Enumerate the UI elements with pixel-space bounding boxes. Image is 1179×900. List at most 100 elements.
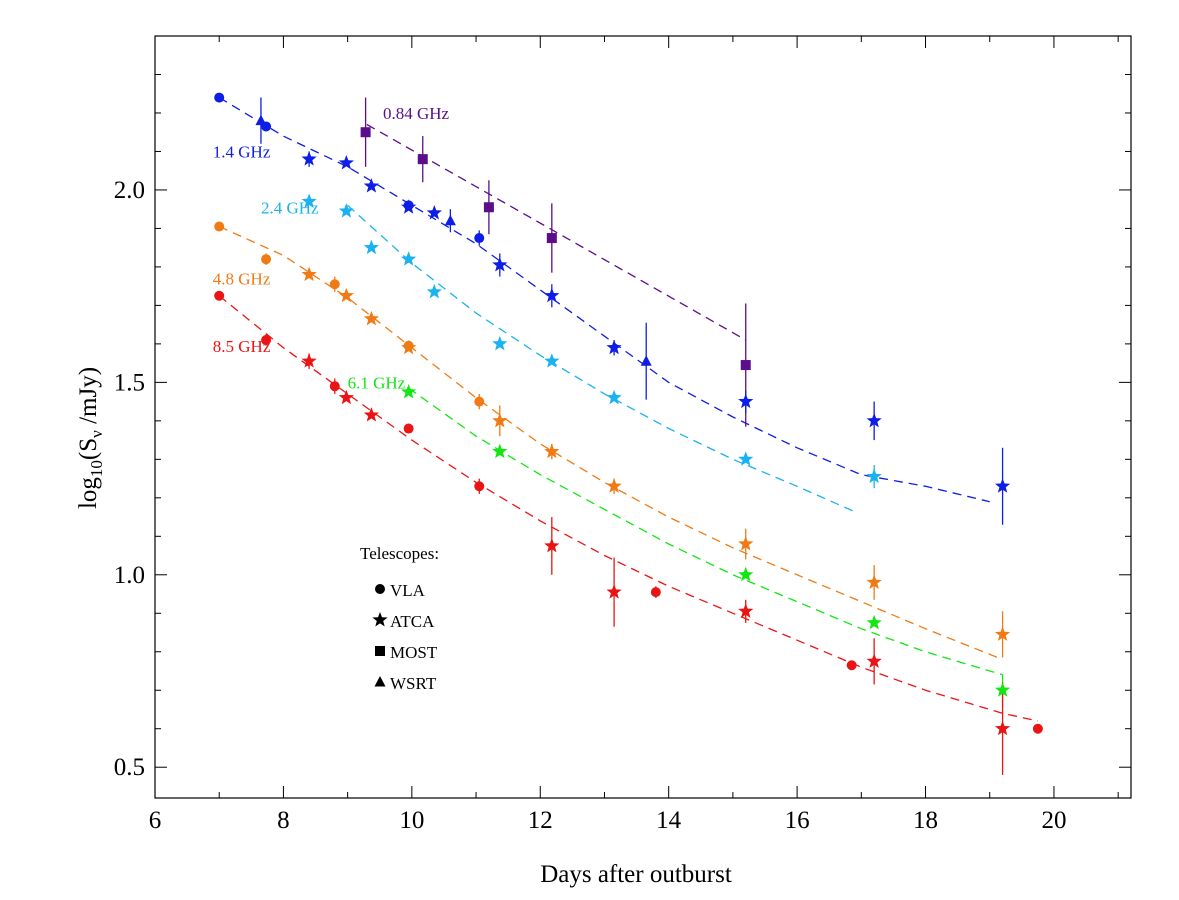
data-point-2-4-ghz	[606, 389, 622, 405]
fit-lines	[218, 97, 1039, 722]
legend-marker-star	[372, 612, 388, 627]
data-point-6-1-ghz	[866, 614, 882, 630]
x-tick-label: 18	[913, 807, 938, 834]
data-point-0-84-ghz	[740, 360, 751, 371]
data-point-1-4-ghz	[544, 287, 560, 303]
data-point-4-8-ghz	[261, 254, 272, 265]
y-axis-title: log10(Sν /mJy)	[75, 367, 106, 509]
data-point-0-84-ghz	[546, 233, 557, 244]
data-point-2-4-ghz	[301, 193, 317, 208]
data-point-8-5-ghz	[474, 481, 485, 492]
data-point-8-5-ghz	[214, 290, 225, 301]
error-bars	[260, 97, 1004, 775]
data-point-6-1-ghz	[492, 443, 508, 459]
x-tick-label: 10	[399, 807, 424, 834]
data-point-4-8-ghz	[338, 287, 354, 303]
fit-line-2-4-ghz	[347, 204, 859, 514]
data-point-4-8-ghz	[492, 412, 508, 428]
data-point-8-5-ghz	[544, 537, 560, 553]
data-point-2-4-ghz	[401, 251, 417, 266]
data-point-8-5-ghz	[994, 720, 1011, 736]
x-tick-label: 8	[277, 807, 290, 834]
data-point-8-5-ghz	[329, 381, 340, 392]
legend-label: WSRT	[390, 674, 437, 693]
series-label: 6.1 GHz	[348, 373, 406, 392]
data-point-4-8-ghz	[474, 396, 485, 407]
series-label: 1.4 GHz	[213, 142, 271, 161]
data-point-4-8-ghz	[994, 626, 1011, 641]
fit-line-8-5-ghz	[218, 295, 1039, 722]
data-point-2-4-ghz	[738, 451, 754, 466]
data-point-8-5-ghz	[738, 603, 754, 618]
legend-title: Telescopes:	[360, 544, 439, 563]
data-point-0-84-ghz	[417, 154, 428, 165]
data-point-1-4-ghz	[474, 233, 485, 244]
x-tick-label: 12	[528, 807, 553, 834]
data-point-0-84-ghz	[483, 202, 494, 213]
data-point-2-4-ghz	[866, 468, 882, 484]
data-point-8-5-ghz	[650, 587, 661, 598]
data-point-1-4-ghz	[444, 214, 456, 226]
data-point-6-1-ghz	[401, 383, 417, 399]
data-point-2-4-ghz	[363, 239, 379, 255]
data-point-2-4-ghz	[492, 335, 508, 351]
legend-label: VLA	[390, 581, 426, 600]
data-point-6-1-ghz	[738, 566, 754, 582]
data-point-8-5-ghz	[261, 335, 272, 346]
data-point-1-4-ghz	[261, 121, 272, 132]
legend: Telescopes: VLA ATCA MOST WSRT	[360, 544, 439, 693]
data-point-8-5-ghz	[866, 653, 882, 668]
data-point-4-8-ghz	[606, 478, 622, 493]
data-point-1-4-ghz	[214, 92, 225, 103]
data-point-1-4-ghz	[640, 355, 652, 366]
series-label: 2.4 GHz	[261, 198, 319, 217]
data-point-1-4-ghz	[738, 393, 754, 409]
data-point-6-1-ghz	[994, 682, 1011, 697]
series-label: 8.5 GHz	[213, 337, 271, 356]
data-point-4-8-ghz	[738, 536, 754, 551]
axes: 6 8 10 12 14 16 18 20 0.5 1.0 1.5 2.0	[114, 35, 1132, 834]
y-tick-label: 0.5	[114, 754, 145, 781]
data-point-2-4-ghz	[544, 353, 560, 368]
data-point-1-4-ghz	[363, 178, 379, 193]
legend-label: ATCA	[390, 612, 435, 631]
data-point-4-8-ghz	[544, 443, 560, 459]
legend-marker-square	[375, 646, 385, 656]
data-point-8-5-ghz	[403, 423, 414, 434]
data-point-1-4-ghz	[492, 256, 508, 272]
data-point-8-5-ghz	[606, 584, 622, 599]
legend-label: MOST	[390, 643, 438, 662]
y-tick-label: 1.0	[114, 562, 145, 589]
data-point-4-8-ghz	[214, 221, 225, 232]
data-point-8-5-ghz	[338, 389, 354, 405]
x-tick-label: 20	[1041, 807, 1066, 834]
data-point-4-8-ghz	[329, 279, 340, 290]
fit-line-0-84-ghz	[366, 123, 747, 341]
y-tick-label: 2.0	[114, 177, 145, 204]
data-point-4-8-ghz	[866, 574, 882, 589]
data-point-8-5-ghz	[301, 353, 317, 368]
data-point-1-4-ghz	[403, 200, 414, 211]
fit-line-6-1-ghz	[408, 387, 1003, 676]
data-point-1-4-ghz	[866, 412, 882, 428]
x-tick-label: 14	[656, 807, 682, 834]
data-point-2-4-ghz	[338, 203, 354, 218]
data-points	[214, 92, 1043, 736]
plot-frame	[154, 35, 1132, 799]
legend-marker-triangle	[374, 676, 386, 687]
data-point-4-8-ghz	[363, 310, 379, 326]
data-point-2-4-ghz	[426, 283, 442, 299]
data-point-1-4-ghz	[606, 339, 622, 355]
series-labels: 0.84 GHz 1.4 GHz 2.4 GHz 4.8 GHz 8.5 GHz 6.1 …	[213, 104, 450, 392]
data-point-1-4-ghz	[338, 155, 354, 170]
y-tick-label: 1.5	[114, 369, 145, 396]
series-label: 4.8 GHz	[213, 269, 271, 288]
data-point-0-84-ghz	[360, 127, 371, 138]
x-tick-label: 6	[149, 807, 162, 834]
data-point-8-5-ghz	[1032, 723, 1043, 734]
data-point-1-4-ghz	[426, 205, 442, 220]
fit-line-1-4-ghz	[218, 97, 990, 503]
data-point-4-8-ghz	[301, 266, 317, 282]
x-axis-title: Days after outburst	[540, 861, 732, 888]
